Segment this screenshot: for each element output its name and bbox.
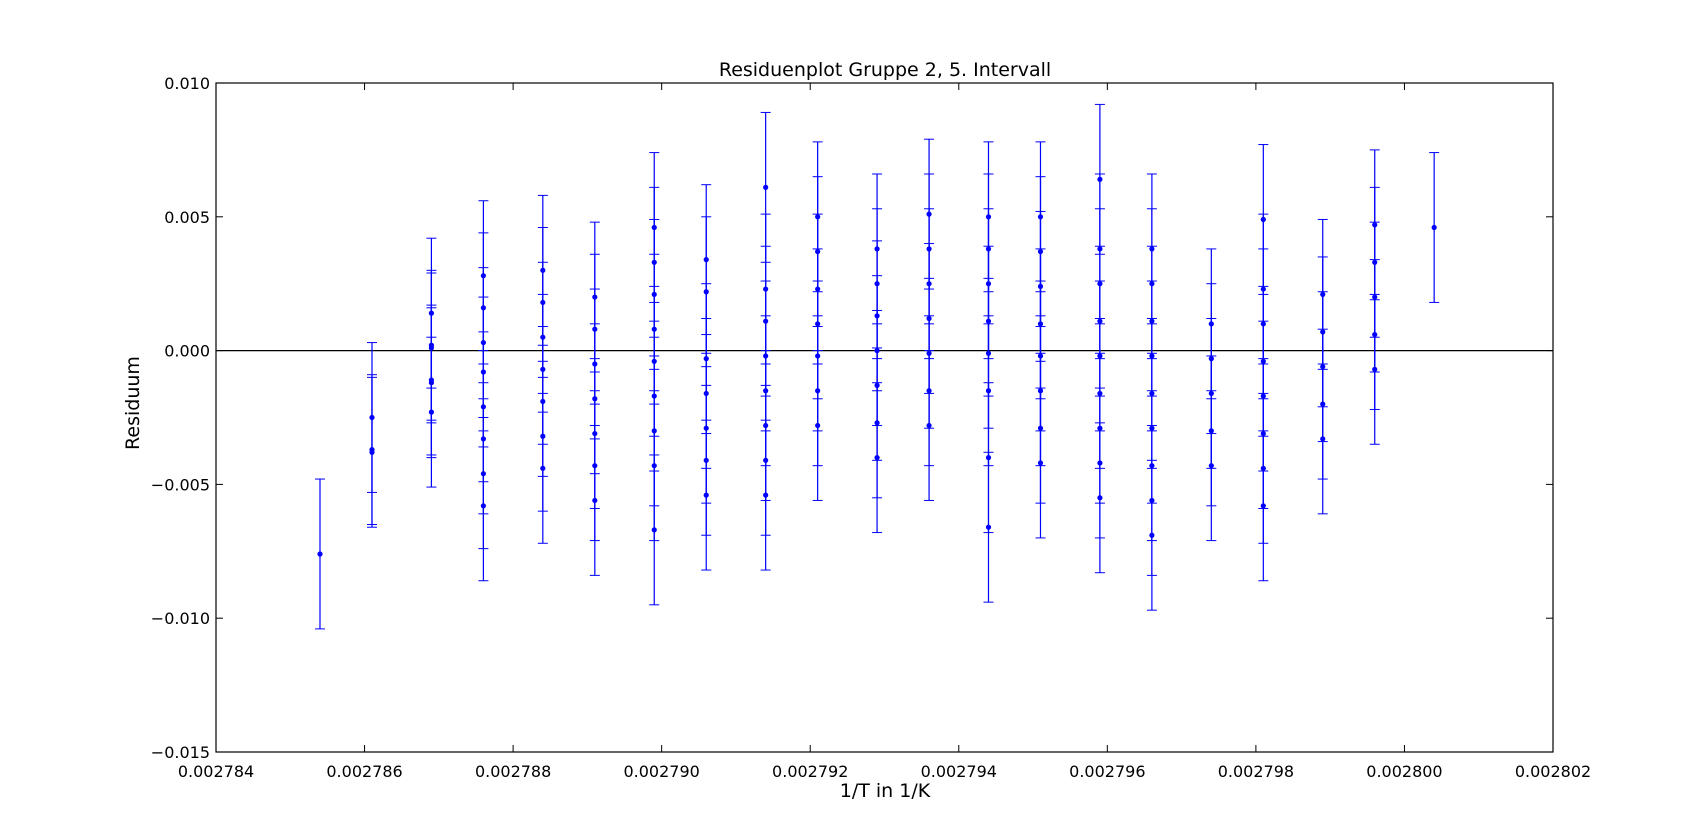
- axis-ticks: 0.002784 0.002786 0.002788 0.002790 0.002792…: [151, 74, 1591, 781]
- data-point: [592, 497, 598, 504]
- data-point: [815, 422, 821, 429]
- y-axis-label: Residuum: [122, 356, 144, 450]
- data-point: [985, 524, 992, 530]
- data-point: [651, 527, 657, 533]
- data-point: [1320, 436, 1326, 442]
- y-tick-label: −0.005: [151, 475, 210, 494]
- data-point: [1097, 495, 1103, 501]
- plot-frame: [215, 82, 1554, 753]
- plot-area: [216, 103, 1553, 630]
- data-point: [926, 422, 932, 429]
- x-axis-label: 1/T in 1/K: [840, 780, 931, 802]
- x-tick-label: 0.002802: [1515, 762, 1591, 781]
- x-tick-label: 0.002788: [475, 762, 551, 781]
- x-tick-label: 0.002784: [178, 762, 254, 781]
- y-tick-label: −0.010: [151, 609, 210, 628]
- data-point: [1372, 366, 1378, 372]
- x-tick-label: 0.002786: [326, 762, 402, 781]
- data-point: [1431, 224, 1437, 231]
- data-point: [317, 551, 323, 557]
- data-point: [763, 184, 769, 190]
- data-point: [428, 409, 435, 415]
- x-tick-label: 0.002792: [772, 762, 848, 781]
- x-tick-label: 0.002790: [623, 762, 699, 781]
- y-tick-label: 0.005: [164, 208, 210, 227]
- y-tick-label: 0.000: [164, 342, 210, 361]
- chart-title: Residuenplot Gruppe 2, 5. Intervall: [719, 59, 1051, 81]
- data-point: [1037, 460, 1044, 466]
- data-point: [1149, 532, 1155, 538]
- data-point: [874, 455, 880, 461]
- data-point: [480, 503, 486, 509]
- x-tick-label: 0.002798: [1218, 762, 1294, 781]
- data-point: [1260, 503, 1266, 509]
- data-point: [1208, 463, 1214, 469]
- x-tick-label: 0.002794: [921, 762, 997, 781]
- y-tick-label: −0.015: [151, 743, 210, 762]
- data-point: [540, 465, 546, 471]
- data-point: [763, 492, 769, 498]
- data-point: [703, 492, 709, 498]
- data-point: [369, 449, 375, 455]
- x-tick-label: 0.002796: [1069, 762, 1145, 781]
- x-tick-label: 0.002800: [1366, 762, 1442, 781]
- y-tick-label: 0.010: [164, 74, 210, 93]
